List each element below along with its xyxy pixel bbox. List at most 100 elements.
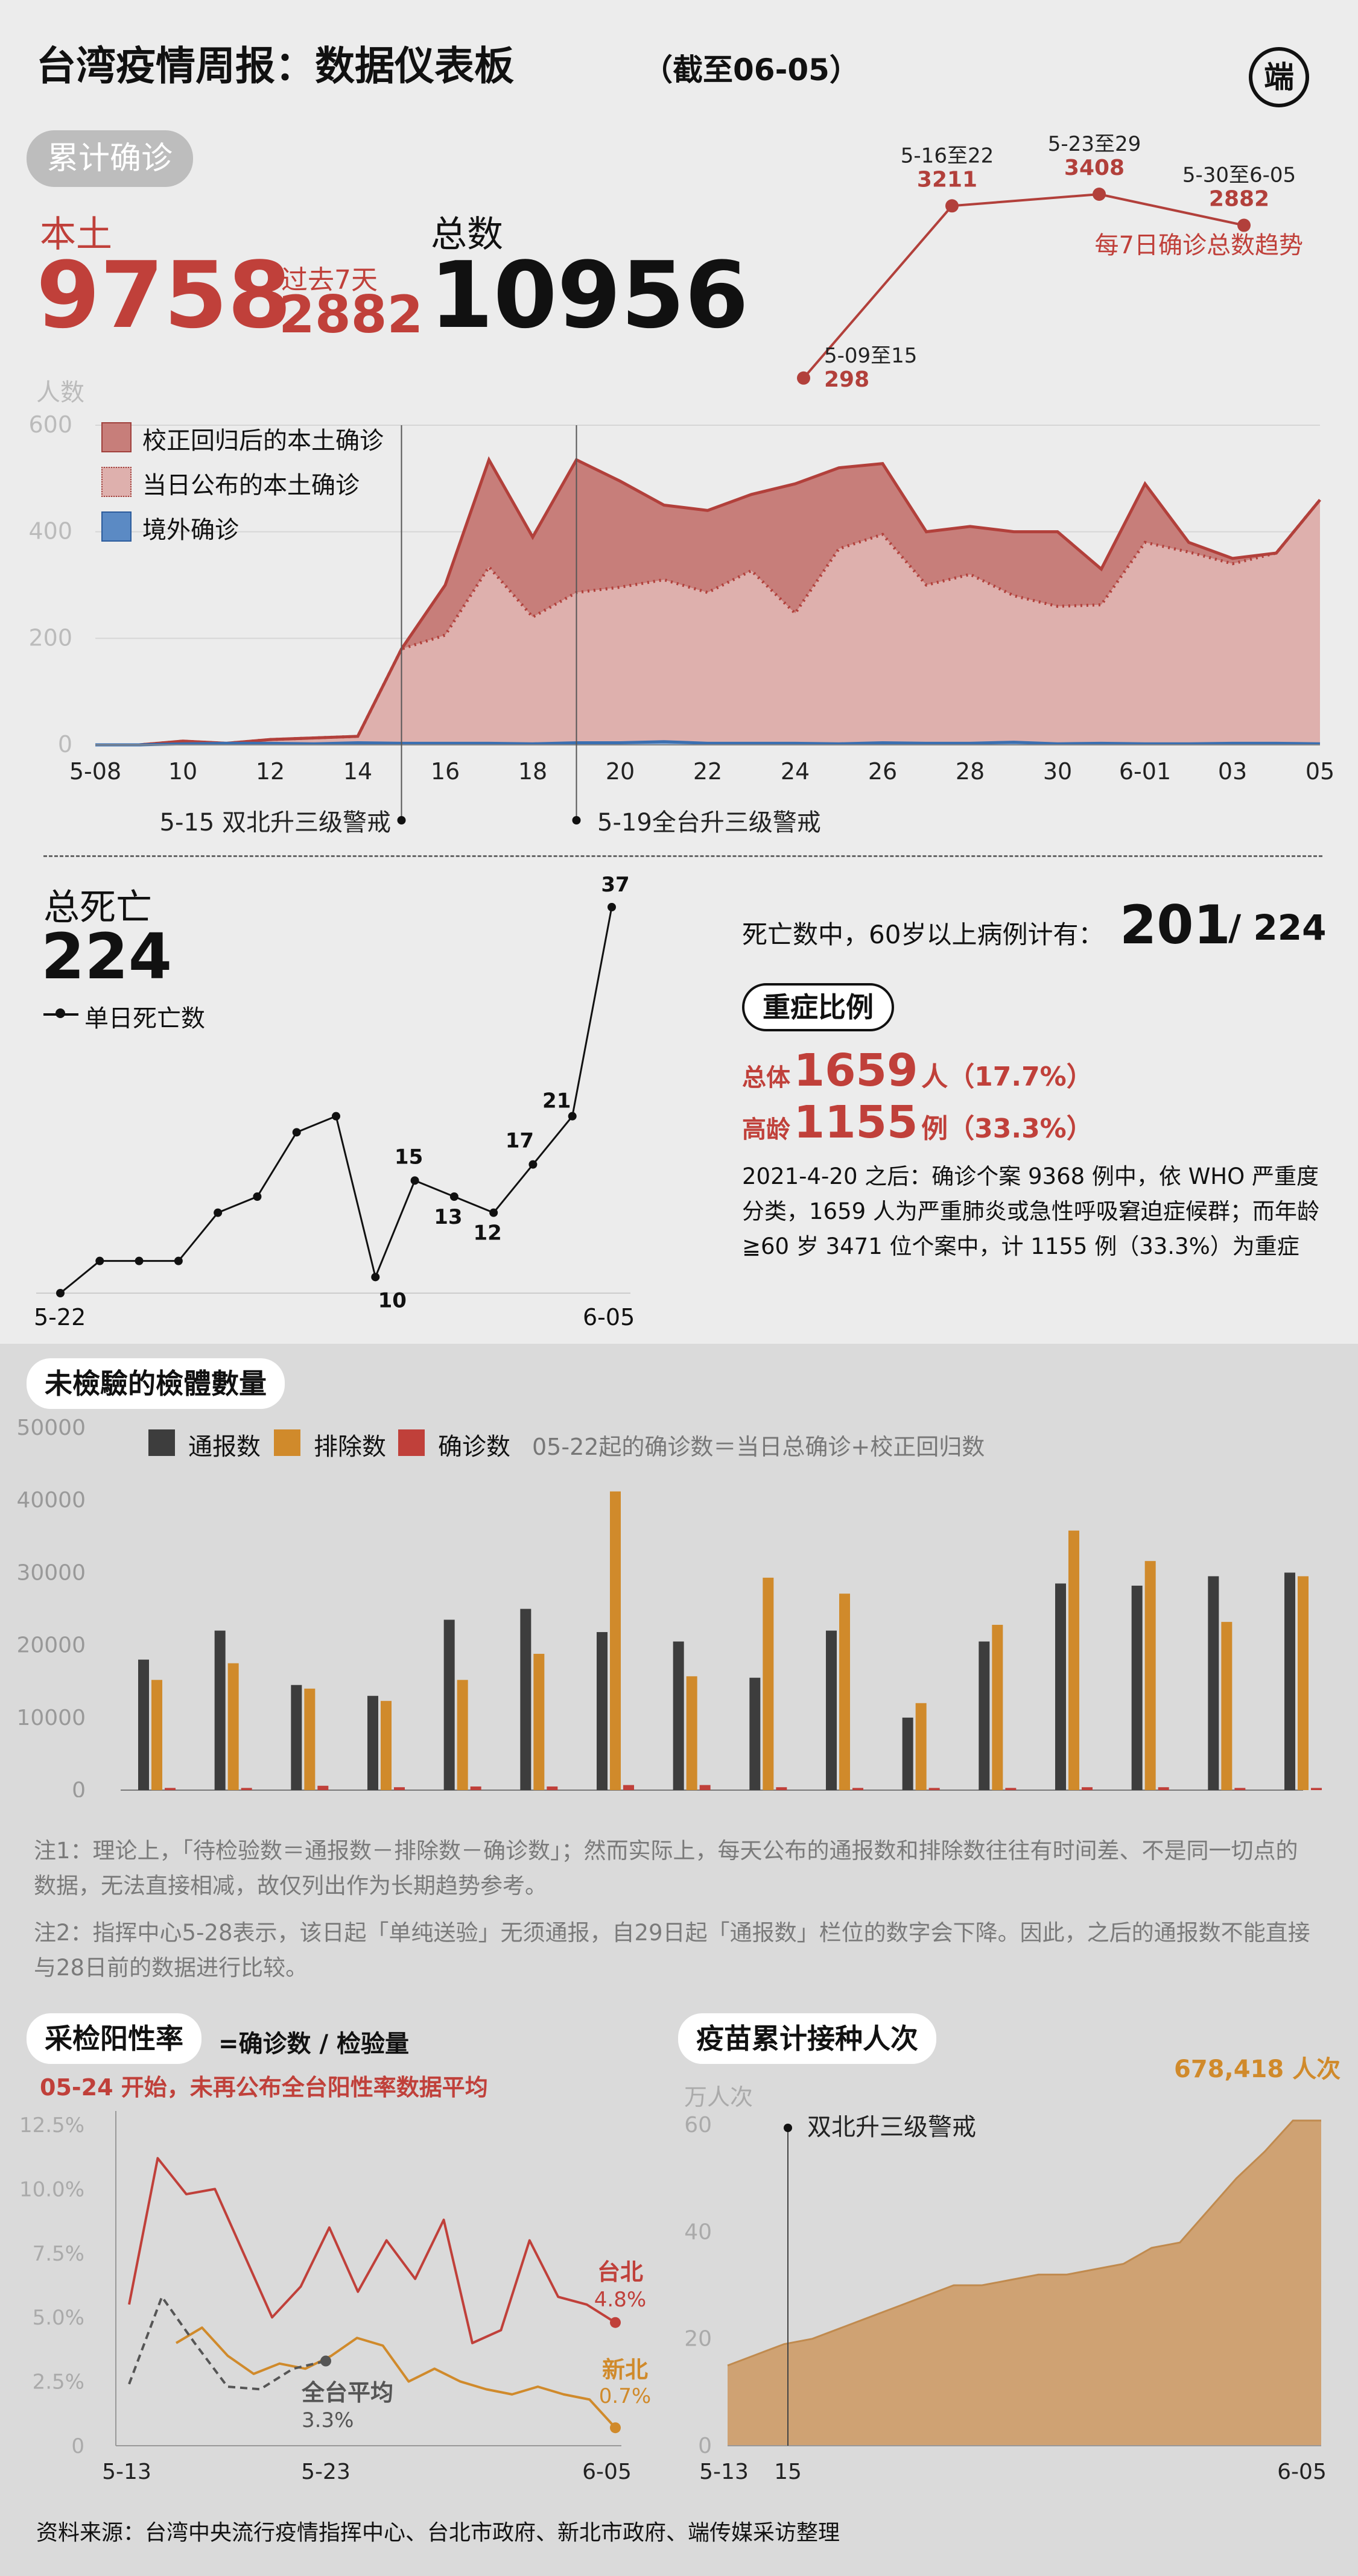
tests-y-tick: 10000 xyxy=(16,1706,86,1730)
severe-elderly-post: 例（33.3%） xyxy=(921,1113,1093,1144)
bar-confirmed xyxy=(394,1787,405,1790)
taipei-end-point xyxy=(610,2317,621,2328)
severe-overall-pre: 总体 xyxy=(742,1064,790,1092)
deaths-point xyxy=(56,1289,65,1297)
legend-swatch-corrected xyxy=(101,422,132,452)
vaccine-line xyxy=(727,2119,1321,2367)
cumulative-tag: 累计确诊 xyxy=(27,130,194,187)
tests-note-1: 注1：理论上，「待检验数＝通报数－排除数－确诊数」；然而实际上，每天公布的通报数… xyxy=(34,1838,1298,1899)
deaths-point xyxy=(253,1192,262,1201)
bar-confirmed xyxy=(241,1788,252,1790)
avg-end-point xyxy=(320,2355,331,2367)
tests-y-tick: 30000 xyxy=(16,1560,86,1585)
bar-confirmed xyxy=(1158,1787,1169,1790)
tests-legend-confirmed-icon xyxy=(398,1429,425,1456)
deaths-legend-label: 单日死亡数 xyxy=(84,1005,205,1033)
vaccine-ylabel: 万人次 xyxy=(684,2084,754,2110)
legend-swatch-imported xyxy=(101,511,132,542)
taipei-value: 4.8% xyxy=(594,2288,646,2312)
bar-excluded xyxy=(227,1663,239,1790)
deaths-point xyxy=(292,1128,301,1137)
deaths-label: 总死亡 xyxy=(43,887,152,929)
bar-excluded xyxy=(992,1624,1003,1790)
newtaipei-line xyxy=(175,2326,617,2429)
positivity-x-tick: 5-23 xyxy=(301,2460,351,2484)
daily-cases-chart: 0 200 400 600 5-08 10 12 14 16 18 20 22 24 26 28 30 6-0… xyxy=(28,411,1334,837)
deaths-point xyxy=(489,1208,498,1217)
bar-excluded xyxy=(533,1654,545,1790)
bar-excluded xyxy=(151,1680,162,1790)
bar-excluded xyxy=(915,1703,927,1790)
bar-excluded xyxy=(686,1676,697,1790)
deaths-point xyxy=(528,1160,538,1169)
legend-label-imported: 境外确诊 xyxy=(142,516,239,544)
weekly-trend-point xyxy=(945,199,959,213)
bar-excluded xyxy=(763,1577,774,1790)
weekly-trend-value-label: 298 xyxy=(824,367,869,392)
total-value: 10956 xyxy=(430,242,749,349)
daily-x-tick: 16 xyxy=(431,758,460,785)
positivity-y-tick: 0 xyxy=(71,2434,84,2458)
page-subtitle: （截至06-05） xyxy=(643,52,860,87)
bar-excluded xyxy=(381,1701,392,1790)
taipei-line xyxy=(128,2157,617,2344)
deaths-data-label: 37 xyxy=(601,873,629,897)
tests-legend-excluded-icon xyxy=(274,1429,300,1456)
bar-confirmed xyxy=(1082,1787,1093,1790)
bar-reported xyxy=(367,1695,378,1790)
vaccine-annotation: 双北升三级警戒 xyxy=(807,2113,976,2141)
deaths-point xyxy=(95,1256,104,1265)
daily-x-tick: 14 xyxy=(343,758,372,785)
bar-reported xyxy=(902,1717,913,1790)
bar-excluded xyxy=(610,1491,621,1790)
severe-elderly-pre: 高龄 xyxy=(742,1116,790,1144)
daily-x-tick: 30 xyxy=(1043,758,1072,785)
weekly-trend-line xyxy=(802,192,1245,379)
bar-confirmed xyxy=(699,1785,711,1790)
daily-x-tick: 10 xyxy=(168,758,197,785)
bar-reported xyxy=(826,1630,837,1790)
deaths-point xyxy=(410,1176,419,1185)
deaths-x-end: 6-05 xyxy=(583,1304,635,1331)
logo-icon: 端 xyxy=(1249,47,1309,107)
tests-chart: 010000200003000040000500005-202122232425… xyxy=(16,1416,1322,1797)
severe-overall-post: 人（17.7%） xyxy=(921,1062,1093,1092)
deaths-data-label: 12 xyxy=(473,1221,501,1245)
deaths-point xyxy=(174,1256,183,1265)
deaths-point xyxy=(449,1192,458,1201)
vaccine-annotation-dot xyxy=(784,2124,792,2132)
bar-reported xyxy=(673,1641,684,1790)
deaths-x-start: 5-22 xyxy=(34,1304,86,1331)
positivity-formula: =确诊数 / 检验量 xyxy=(218,2030,409,2058)
tests-legend-reported-icon xyxy=(148,1429,175,1456)
deaths-point xyxy=(135,1256,144,1265)
bar-reported xyxy=(291,1685,302,1790)
tests-legend-note: 05-22起的确诊数＝当日总确诊+校正回归数 xyxy=(532,1434,985,1460)
daily-x-tick: 5-08 xyxy=(69,758,121,785)
weekly-trend-point xyxy=(1237,218,1251,232)
daily-x-tick: 03 xyxy=(1218,758,1247,785)
vaccine-final-label: 678,418 人次 xyxy=(1174,2055,1341,2083)
bar-reported xyxy=(214,1630,226,1790)
daily-y-tick: 0 xyxy=(58,731,72,758)
daily-x-tick: 6-01 xyxy=(1119,758,1171,785)
positivity-tag: 采检阳性率 xyxy=(27,2013,201,2064)
vaccine-y-tick: 40 xyxy=(684,2220,712,2244)
source-note: 资料来源：台湾中央流行疫情指挥中心、台北市政府、新北市政府、端传媒采访整理 xyxy=(36,2521,840,2545)
tests-tag: 未檢驗的檢體數量 xyxy=(27,1358,285,1409)
daily-ylabel: 人数 xyxy=(36,379,84,407)
bar-confirmed xyxy=(547,1786,558,1790)
deaths-data-label: 13 xyxy=(434,1205,462,1229)
tests-legend-excluded: 排除数 xyxy=(314,1433,386,1461)
bar-reported xyxy=(443,1619,455,1790)
bar-reported xyxy=(1284,1572,1295,1790)
daily-y-tick: 600 xyxy=(28,411,72,438)
bar-confirmed xyxy=(317,1785,329,1790)
severe-overall-num: 1659 xyxy=(793,1045,918,1097)
daily-x-tick: 12 xyxy=(256,758,285,785)
positivity-chart: 0 2.5% 5.0% 7.5% 10.0% 12.5% 5-13 5-23 6-05 台北 4… xyxy=(19,2111,651,2484)
elder-deaths-total: / 224 xyxy=(1228,907,1327,948)
deaths-data-label: 15 xyxy=(395,1145,423,1169)
bar-confirmed xyxy=(1311,1788,1322,1790)
weekly-trend-period-label: 5-09至15 xyxy=(824,344,917,368)
